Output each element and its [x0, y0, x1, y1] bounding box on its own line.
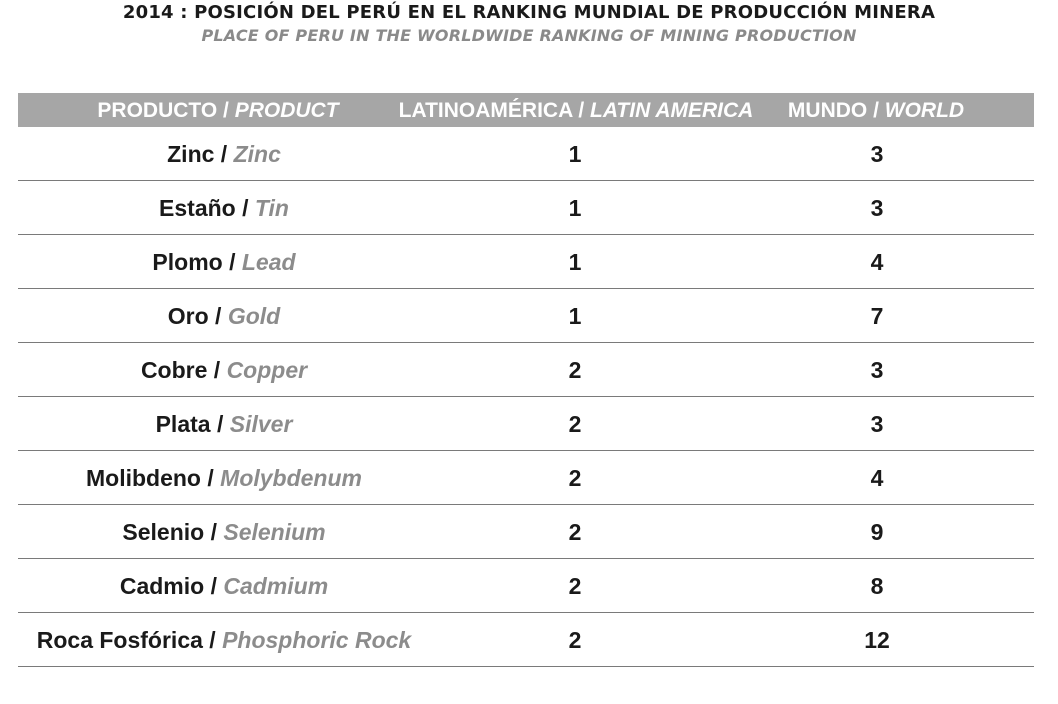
product-name-en: Molybdenum [220, 465, 362, 491]
header-world: MUNDO / WORLD [776, 93, 976, 127]
world-rank: 9 [870, 519, 884, 545]
latin-america-rank: 1 [568, 303, 582, 329]
product-cell: Zinc / Zinc [18, 127, 430, 180]
world-rank: 3 [870, 411, 884, 437]
world-rank: 4 [870, 465, 884, 491]
latin-america-rank: 1 [568, 141, 582, 167]
header-latam-es: LATINOAMÉRICA / [398, 99, 590, 122]
header-world-es: MUNDO / [787, 99, 885, 122]
product-name-es: Plomo / [152, 249, 242, 275]
product-cell: Oro / Gold [18, 289, 430, 342]
product-name-es: Plata / [155, 411, 230, 437]
latin-america-rank: 2 [568, 411, 582, 437]
table-row: Zinc / Zinc 1 3 [18, 127, 1034, 181]
table-body: Zinc / Zinc 1 3 Estaño / Tin 1 3 Plomo / Lead 1… [18, 127, 1034, 667]
header-product: PRODUCTO / PRODUCT [18, 93, 418, 127]
header-latin-america: LATINOAMÉRICA / LATIN AMERICA [393, 93, 759, 127]
latin-america-rank: 2 [568, 357, 582, 383]
product-cell: Estaño / Tin [18, 181, 430, 234]
product-name-en: Gold [227, 303, 281, 329]
table-row: Molibdeno / Molybdenum 2 4 [18, 451, 1034, 505]
header-world-en: WORLD [884, 99, 965, 122]
product-name-es: Molibdeno / [86, 465, 221, 491]
header-latam-en: LATIN AMERICA [590, 99, 754, 122]
header-product-en: PRODUCT [234, 99, 339, 122]
product-name-en: Lead [241, 249, 296, 275]
product-name-es: Selenio / [122, 519, 224, 545]
product-name-es: Oro / [167, 303, 228, 329]
header-product-es: PRODUCTO / [97, 99, 235, 122]
product-name-en: Selenium [223, 519, 326, 545]
product-name-es: Zinc / [167, 141, 234, 167]
table-header: PRODUCTO / PRODUCT LATINOAMÉRICA / LATIN… [18, 93, 1034, 127]
latin-america-rank: 2 [568, 519, 582, 545]
latin-america-rank: 2 [568, 465, 582, 491]
product-cell: Selenio / Selenium [18, 505, 430, 558]
product-cell: Plomo / Lead [18, 235, 430, 288]
table-row: Cadmio / Cadmium 2 8 [18, 559, 1034, 613]
product-name-es: Estaño / [159, 195, 255, 221]
product-cell: Plata / Silver [18, 397, 430, 450]
table-row: Cobre / Copper 2 3 [18, 343, 1034, 397]
world-rank: 3 [870, 357, 884, 383]
page-title: 2014 : POSICIÓN DEL PERÚ EN EL RANKING M… [122, 2, 936, 23]
table-row: Selenio / Selenium 2 9 [18, 505, 1034, 559]
product-cell: Cadmio / Cadmium [18, 559, 430, 612]
world-rank: 3 [870, 141, 884, 167]
product-name-en: Copper [226, 357, 308, 383]
latin-america-rank: 2 [568, 627, 582, 653]
latin-america-rank: 1 [568, 249, 582, 275]
table-row: Oro / Gold 1 7 [18, 289, 1034, 343]
product-name-es: Roca Fosfórica / [36, 627, 223, 653]
product-name-en: Silver [229, 411, 293, 437]
latin-america-rank: 1 [568, 195, 582, 221]
product-name-en: Cadmium [223, 573, 329, 599]
latin-america-rank: 2 [568, 573, 582, 599]
table-row: Roca Fosfórica / Phosphoric Rock 2 12 [18, 613, 1034, 667]
product-name-en: Tin [254, 195, 289, 221]
product-name-en: Zinc [233, 141, 281, 167]
product-cell: Cobre / Copper [18, 343, 430, 396]
world-rank: 3 [870, 195, 884, 221]
world-rank: 4 [870, 249, 884, 275]
product-cell: Roca Fosfórica / Phosphoric Rock [18, 613, 430, 666]
product-cell: Molibdeno / Molybdenum [18, 451, 430, 504]
ranking-table: PRODUCTO / PRODUCT LATINOAMÉRICA / LATIN… [18, 93, 1034, 667]
table-row: Plomo / Lead 1 4 [18, 235, 1034, 289]
table-row: Estaño / Tin 1 3 [18, 181, 1034, 235]
product-name-es: Cadmio / [119, 573, 224, 599]
world-rank: 7 [870, 303, 884, 329]
world-rank: 12 [864, 627, 890, 653]
world-rank: 8 [870, 573, 884, 599]
page-subtitle: PLACE OF PERU IN THE WORLDWIDE RANKING O… [201, 26, 857, 45]
product-name-es: Cobre / [140, 357, 227, 383]
table-row: Plata / Silver 2 3 [18, 397, 1034, 451]
product-name-en: Phosphoric Rock [222, 627, 412, 653]
